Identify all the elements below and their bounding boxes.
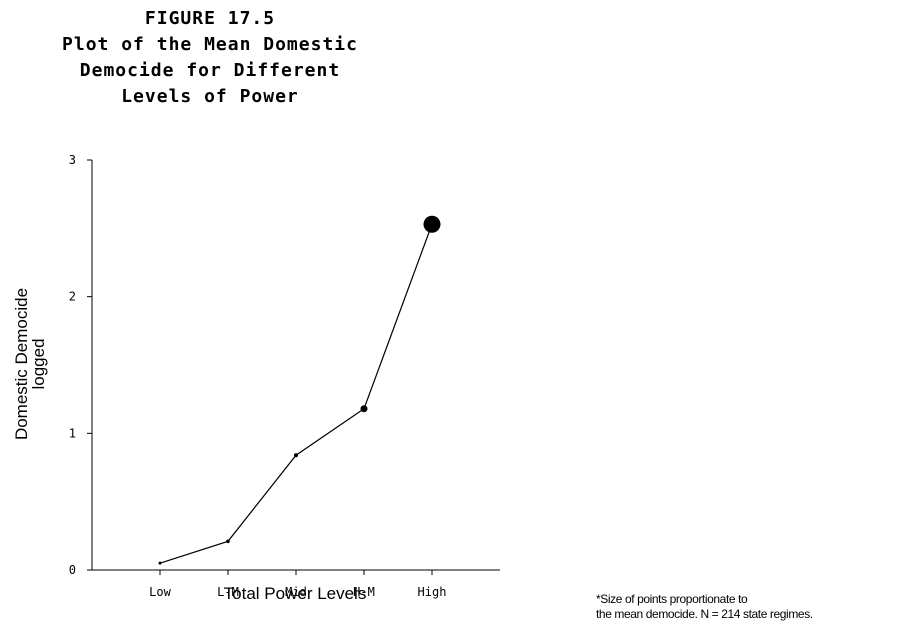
footnote: *Size of points proportionate to the mea…	[596, 592, 813, 622]
x-tick-label: High	[418, 585, 447, 599]
y-ticks: 0 1 2 3	[69, 153, 92, 577]
title-line-1: FIGURE 17.5	[144, 8, 276, 29]
footnote-line-1: *Size of points proportionate to	[596, 592, 748, 606]
data-point-h-m	[360, 405, 368, 413]
data-point-l-m	[226, 539, 230, 544]
y-tick-label: 0	[69, 563, 76, 577]
title-line-4: Levels of Power	[121, 86, 299, 107]
series	[158, 215, 441, 565]
x-ticks: Low L-M Mid H-M High	[149, 570, 446, 599]
title-line-3: Democide for Different	[79, 60, 341, 81]
y-axis-title-line-2: logged	[29, 338, 48, 389]
data-point-mid	[294, 453, 298, 458]
x-tick-label: Mid	[285, 585, 307, 599]
data-point-high	[423, 215, 441, 233]
series-line	[159, 224, 433, 564]
y-tick-label: 2	[69, 290, 76, 304]
chart-title: FIGURE 17.5 Plot of the Mean Domestic De…	[60, 6, 360, 110]
x-axis-title: Total Power Levels	[224, 584, 367, 603]
data-point-low	[158, 561, 162, 565]
title-line-2: Plot of the Mean Domestic	[62, 34, 358, 55]
y-tick-label: 3	[69, 153, 76, 167]
x-tick-label: Low	[149, 585, 171, 599]
footnote-line-2: the mean democide. N = 214 state regimes…	[596, 607, 813, 621]
y-tick-label: 1	[69, 426, 76, 440]
y-axis-title-line-1: Domestic Democide	[12, 288, 31, 440]
x-tick-label: L-M	[217, 585, 239, 599]
x-tick-label: H-M	[353, 585, 375, 599]
